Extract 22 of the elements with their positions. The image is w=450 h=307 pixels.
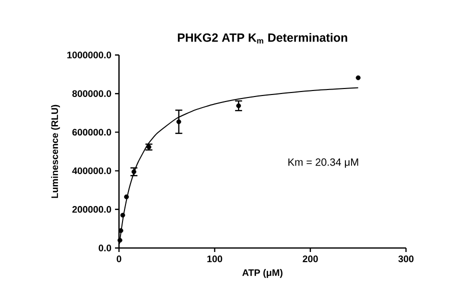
point — [356, 75, 361, 80]
x-axis-title: ATP (μM) — [242, 269, 282, 278]
y-tick-label: 600000.0 — [72, 128, 112, 136]
point — [236, 103, 241, 108]
point — [120, 212, 126, 218]
y-tick-label: 1000000.0 — [67, 52, 112, 58]
x-tick-label: 300 — [398, 256, 414, 262]
y-tick-label: 800000.0 — [72, 90, 112, 97]
x-tick-label: 200 — [302, 256, 318, 262]
y-axis-title: Luminescence (RLU) — [51, 104, 60, 198]
chart-title: PHKG2 ATP K$_{m}$ Determination — [178, 33, 348, 44]
point — [176, 119, 182, 124]
annotation: Km = 20.34 μM — [288, 158, 358, 168]
x-tick-label: 100 — [207, 256, 222, 262]
y-tick-label: 0.0 — [98, 244, 112, 252]
point — [118, 238, 122, 243]
x-tick-label: 0 — [116, 256, 122, 262]
y-tick-label: 200000.0 — [72, 206, 112, 213]
point — [132, 169, 136, 174]
point — [118, 228, 124, 234]
point — [124, 194, 129, 200]
y-tick-label: 400000.0 — [72, 167, 112, 174]
